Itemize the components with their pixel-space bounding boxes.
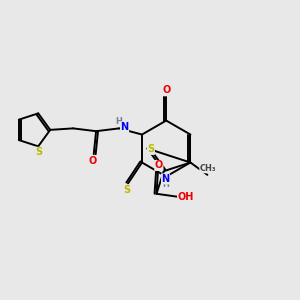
Text: CH₃: CH₃	[200, 164, 216, 173]
Text: O: O	[155, 160, 163, 170]
Text: N: N	[121, 122, 129, 132]
Text: O: O	[162, 85, 170, 95]
Text: H: H	[162, 180, 169, 189]
Text: N: N	[161, 174, 170, 184]
Text: O: O	[88, 156, 96, 166]
Text: S: S	[147, 144, 155, 154]
Text: S: S	[35, 147, 42, 157]
Text: S: S	[123, 185, 130, 195]
Text: H: H	[116, 117, 122, 126]
Text: OH: OH	[178, 192, 194, 202]
